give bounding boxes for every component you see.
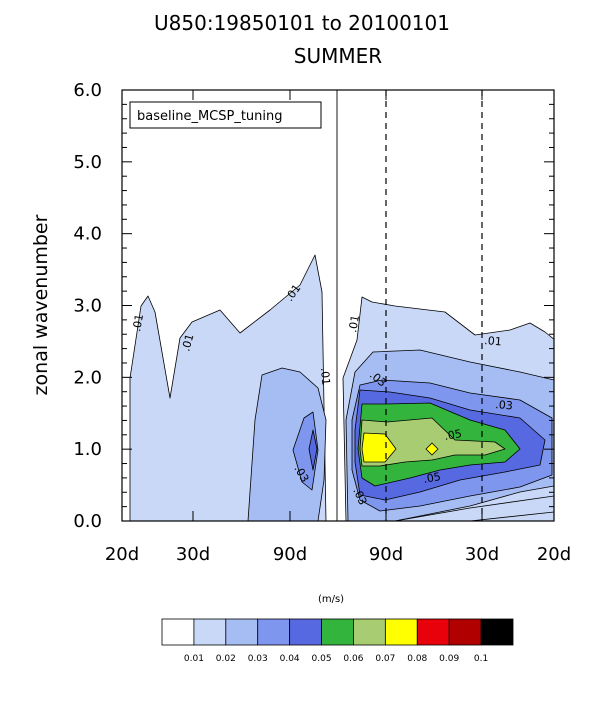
colorbar-label: 0.05 (312, 654, 332, 664)
colorbar-label: 0.09 (439, 654, 459, 664)
colorbar-swatch (257, 618, 291, 646)
y-tick-labels: 0.0 1.0 2.0 3.0 4.0 5.0 6.0 (73, 80, 102, 532)
x-tick-label: 30d (465, 544, 499, 565)
contour-label: .01 (130, 313, 146, 332)
x-tick-label: 20d (537, 544, 571, 565)
contour-label: .01 (346, 314, 362, 333)
x-tick-label: 90d (273, 544, 307, 565)
colorbar-labels: 0.01 0.02 0.03 0.04 0.05 0.06 0.07 0.08 0.09 0.1 (184, 654, 488, 664)
x-tick-label: 20d (105, 544, 139, 565)
colorbar-label: 0.02 (216, 654, 236, 664)
legend-box (129, 101, 322, 129)
contour-right-007b (425, 442, 439, 456)
colorbar (161, 618, 514, 646)
colorbar-swatch (353, 618, 386, 646)
colorbar-label: 0.06 (343, 654, 363, 664)
colorbar-swatch (480, 618, 514, 646)
colorbar-label: 0.07 (375, 654, 395, 664)
axis-ticks (121, 89, 555, 522)
y-tick-label: 4.0 (73, 224, 102, 245)
colorbar-label: 0.04 (280, 654, 300, 664)
contour-field (129, 254, 554, 521)
contour-label: .01 (318, 367, 332, 386)
colorbar-swatch (161, 618, 195, 646)
y-axis-label: zonal wavenumber (30, 214, 52, 395)
y-tick-label: 2.0 (73, 367, 102, 388)
x-tick-labels: 20d 30d 90d 90d 30d 20d (105, 544, 571, 565)
colorbar-swatch (448, 618, 482, 646)
y-tick-label: 5.0 (73, 152, 102, 173)
y-tick-label: 1.0 (73, 439, 102, 460)
colorbar-swatch (193, 618, 227, 646)
title-line1: U850:19850101 to 20100101 (154, 11, 450, 35)
contour-left-004 (308, 429, 318, 471)
contour-label: .01 (179, 333, 196, 353)
colorbar-swatch (225, 618, 259, 646)
colorbar-label: 0.01 (184, 654, 204, 664)
colorbar-swatch (289, 618, 322, 646)
x-tick-label: 30d (176, 544, 210, 565)
contour-right-007 (361, 432, 397, 463)
y-tick-label: 3.0 (73, 296, 102, 317)
contour-right-006 (359, 417, 506, 467)
contour-label: .05 (422, 470, 441, 486)
colorbar-label: 0.08 (407, 654, 427, 664)
contour-line-low2 (469, 511, 554, 521)
contour-label: .03 (495, 398, 514, 412)
colorbar-unit: (m/s) (318, 594, 344, 605)
colorbar-swatch (384, 618, 418, 646)
contour-line-low (394, 495, 554, 521)
colorbar-label: 0.03 (248, 654, 268, 664)
y-tick-label: 0.0 (73, 511, 102, 532)
contour-label: .05 (443, 427, 462, 443)
title-line2: SUMMER (294, 44, 382, 68)
y-tick-label: 6.0 (73, 80, 102, 101)
x-tick-label: 90d (369, 544, 403, 565)
colorbar-swatch (321, 618, 354, 646)
contour-left-003 (292, 411, 319, 491)
colorbar-label: 0.1 (474, 654, 488, 664)
legend-label: baseline_MCSP_tuning (137, 109, 283, 124)
contour-label: .01 (484, 334, 503, 348)
colorbar-swatch (416, 618, 450, 646)
